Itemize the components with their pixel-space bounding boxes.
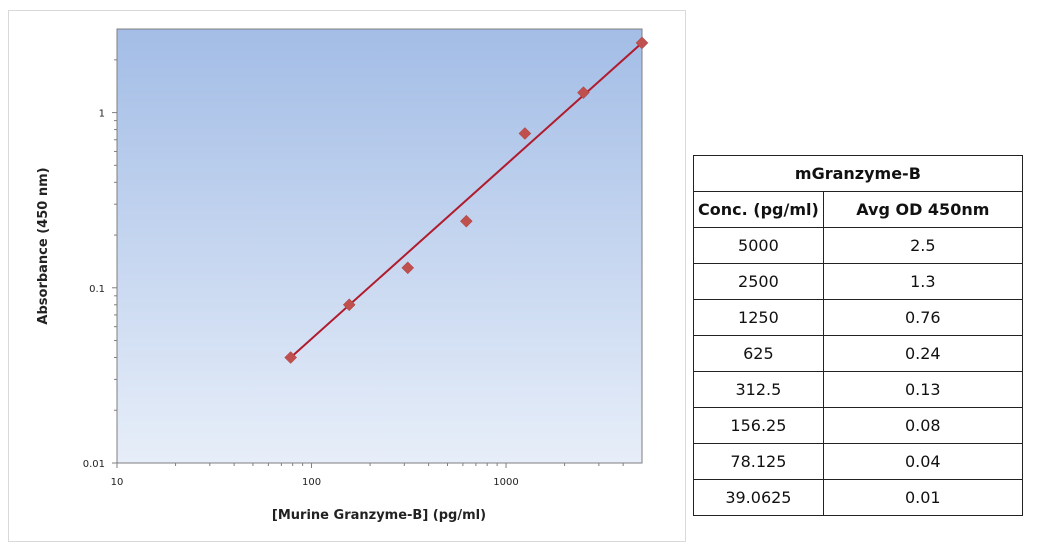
data-point	[342, 298, 356, 312]
y-tick-label: 1	[99, 109, 105, 120]
y-axis: 0.01 0.1 1	[83, 59, 117, 470]
data-point	[577, 86, 590, 99]
x-tick-label: 10	[111, 477, 124, 488]
table-row: 39.0625 0.01	[693, 479, 1023, 516]
concentration-cell: 156.25	[693, 407, 824, 444]
y-tick-label: 0.01	[83, 459, 105, 470]
data-point	[635, 36, 649, 50]
plot-area	[116, 28, 643, 464]
concentration-cell: 625	[693, 335, 824, 372]
table-row: 312.5 0.13	[693, 371, 1023, 408]
x-axis-label: [Murine Granzyme-B] (pg/ml)	[272, 508, 486, 523]
table-row: 78.125 0.04	[693, 443, 1023, 480]
column-header-concentration: Conc. (pg/ml)	[693, 191, 824, 228]
table-title-row: mGranzyme-B	[693, 155, 1023, 192]
concentration-cell: 5000	[693, 227, 824, 264]
table-title: mGranzyme-B	[693, 155, 1023, 192]
od-cell: 2.5	[822, 227, 1023, 264]
chart-panel: 10 100 1000 0.01 0.1 1 [Murine Granzyme-B] (…	[8, 10, 686, 542]
y-tick-label: 0.1	[89, 284, 105, 295]
concentration-cell: 39.0625	[693, 479, 824, 516]
table-row: 625 0.24	[693, 335, 1023, 372]
table-row: 2500 1.3	[693, 263, 1023, 300]
od-cell: 0.76	[822, 299, 1023, 336]
od-cell: 0.13	[822, 371, 1023, 408]
concentration-cell: 1250	[693, 299, 824, 336]
chart-svg: 10 100 1000 0.01 0.1 1 [Murine Granzyme-B] (…	[36, 28, 649, 523]
od-cell: 1.3	[822, 263, 1023, 300]
concentration-cell: 312.5	[693, 371, 824, 408]
table-row: 1250 0.76	[693, 299, 1023, 336]
od-cell: 0.04	[822, 443, 1023, 480]
data-point	[459, 214, 473, 228]
concentration-cell: 2500	[693, 263, 824, 300]
od-cell: 0.08	[822, 407, 1023, 444]
concentration-cell: 78.125	[693, 443, 824, 480]
data-point	[401, 261, 415, 275]
od-cell: 0.24	[822, 335, 1023, 372]
od-cell: 0.01	[822, 479, 1023, 516]
data-points	[284, 36, 649, 364]
x-tick-label: 1000	[493, 477, 518, 488]
x-axis: 10 100 1000	[111, 463, 624, 488]
data-point	[518, 127, 532, 140]
x-tick-label: 100	[302, 477, 321, 488]
data-point	[284, 351, 298, 364]
data-table: mGranzyme-B Conc. (pg/ml) Avg OD 450nm 5…	[693, 155, 1023, 516]
y-axis-label: Absorbance (450 nm)	[36, 167, 51, 324]
column-header-avg-od: Avg OD 450nm	[822, 191, 1023, 228]
table-row: 5000 2.5	[693, 227, 1023, 264]
table-row: 156.25 0.08	[693, 407, 1023, 444]
table-header-row: Conc. (pg/ml) Avg OD 450nm	[693, 191, 1023, 228]
